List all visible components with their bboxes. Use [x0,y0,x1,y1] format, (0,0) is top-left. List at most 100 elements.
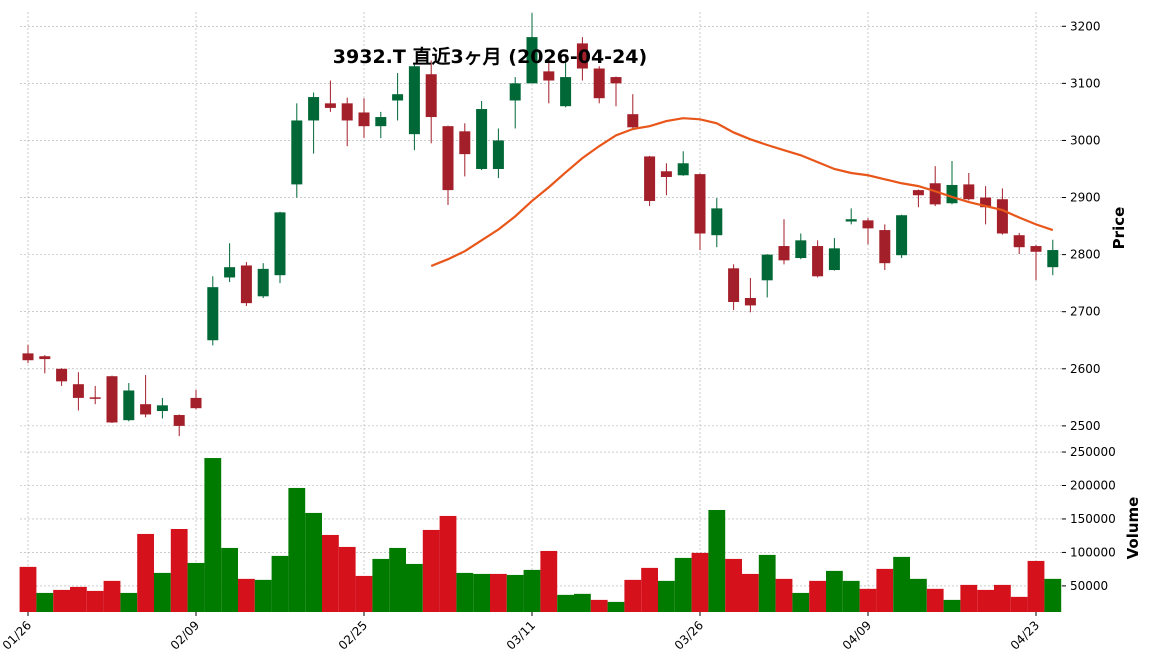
volume-bar [19,566,37,612]
candle-body [408,66,420,135]
x-tick-label: 02/09 [168,618,202,652]
volume-bar [1044,578,1062,612]
volume-bar [372,558,390,612]
candle-body [341,103,353,121]
volume-bar [221,547,238,612]
candle-body [862,220,874,229]
candle-body [492,140,504,169]
volume-bar [742,573,759,612]
candle-body [240,265,252,304]
candle-body [812,246,824,277]
candle-body [526,37,538,84]
candle-body [190,397,202,409]
volume-bar [590,599,608,612]
volume-tick-label: 150000 [1070,512,1116,526]
candle-body [89,397,101,399]
volume-bar [826,570,843,612]
volume-bar [137,533,154,612]
volume-bar [170,528,188,612]
candle-body [425,74,437,118]
candle-body [106,376,118,423]
candle-body [72,384,84,398]
volume-bar [607,601,625,612]
candle-body [711,208,723,236]
volume-bar [204,458,222,612]
candle-body [358,112,370,127]
candle-body [1030,246,1042,252]
candle-body [593,68,605,99]
volume-bar [1027,560,1045,612]
candle-body [728,268,740,302]
candle-body [896,215,908,256]
x-tick-label: 03/26 [672,618,706,652]
candle-body [308,97,320,121]
volume-bar [926,588,944,612]
volume-bar [490,573,507,612]
volume-bar [53,589,70,612]
candle-body [610,77,622,84]
y-tick-label: 2600 [1070,362,1101,376]
volume-bar [557,594,574,612]
volume-bar [389,547,406,612]
candle-body [560,77,572,107]
volume-bar [355,575,373,612]
volume-bar [187,562,205,612]
candle-body [744,298,756,306]
candle-body [963,184,975,200]
candle-body [324,103,336,108]
candle-body [980,197,992,208]
volume-bar [322,534,339,612]
volume-bar [624,579,642,612]
volume-bar [775,578,793,612]
candle-body [56,368,68,382]
volume-bar [574,593,591,612]
volume-bar [86,590,104,612]
volume-bar [725,558,742,612]
volume-bar [691,552,709,612]
volume-tick-label: 250000 [1070,445,1116,459]
candle-body [879,230,891,264]
volume-bar [254,579,272,612]
candle-body [1013,235,1025,248]
candle-body [274,212,286,276]
y-tick-label: 2700 [1070,305,1101,319]
candle-body [828,248,840,271]
x-tick-label: 01/26 [0,618,34,652]
candle-body [946,184,958,204]
volume-bar [876,568,894,612]
candle-body [543,71,555,81]
volume-bar [994,584,1011,612]
volume-bar [36,592,54,612]
volume-bar [960,584,978,612]
x-tick-label: 04/09 [840,618,874,652]
volume-bar [271,555,289,612]
candle-body [845,219,857,222]
y-tick-label: 3200 [1070,19,1101,33]
volume-bar [842,580,860,612]
candle-body [291,120,303,185]
candle-body [123,390,135,421]
y-tick-label: 3000 [1070,133,1101,147]
volume-bar [439,515,457,612]
candle-body [627,114,639,128]
volume-tick-label: 200000 [1070,478,1116,492]
candle-body [459,131,471,155]
candle-body [442,126,454,191]
moving-average-line [430,117,1054,268]
candle-body [996,199,1008,234]
volume-tick-label: 50000 [1070,579,1108,593]
volume-bar [893,556,910,612]
candle-body [22,353,34,361]
candle-body [257,268,269,297]
volume-bar [238,578,255,612]
candle-body [576,43,588,69]
candle-body [660,171,672,177]
price-axis-label: Price [1110,207,1128,250]
volume-bar [674,557,692,612]
candle-body [207,287,219,341]
candle-body [929,183,941,205]
volume-bar [910,578,927,612]
y-tick-label: 2800 [1070,248,1101,262]
candle-body [156,405,168,412]
